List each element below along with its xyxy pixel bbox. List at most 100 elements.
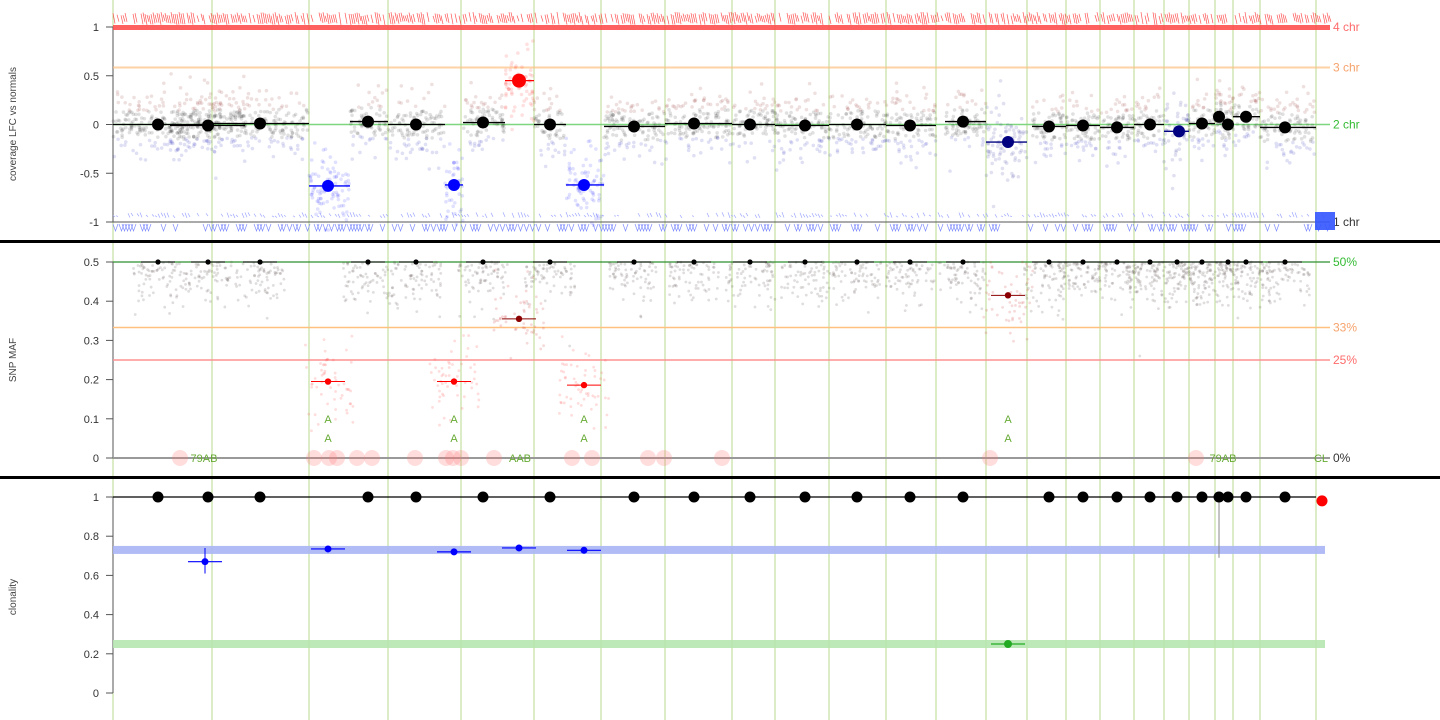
maf-point (552, 284, 556, 288)
coverage-point (915, 118, 920, 123)
deleted-mark (664, 213, 668, 218)
deleted-mark (1261, 212, 1265, 218)
coverage-point (175, 109, 180, 114)
coverage-point (218, 112, 222, 116)
coverage-point (317, 201, 322, 206)
coverage-point (531, 98, 536, 103)
coverage-point (894, 118, 899, 123)
coverage-point (249, 132, 253, 136)
coverage-point (143, 158, 148, 162)
coverage-point (432, 128, 437, 132)
amplified-mark (1030, 13, 1034, 25)
coverage-point (1280, 132, 1284, 137)
coverage-point (595, 213, 600, 218)
maf-point (646, 273, 650, 277)
maf-point (505, 263, 509, 266)
maf-point (420, 269, 424, 273)
coverage-point (864, 134, 868, 139)
deleted-mark (1042, 213, 1046, 218)
maf-point (322, 372, 326, 376)
coverage-point (650, 111, 654, 115)
deleted-arrow (265, 223, 272, 233)
coverage-point (180, 112, 185, 117)
coverage-point (295, 143, 300, 148)
maf-point (419, 272, 423, 276)
amplified-mark (1284, 15, 1288, 23)
amplified-mark (886, 12, 890, 24)
maf-point (847, 296, 850, 300)
coverage-point (770, 108, 774, 113)
coverage-point (723, 108, 728, 112)
coverage-point (1269, 121, 1274, 126)
coverage-point (457, 192, 462, 196)
coverage-point (734, 113, 738, 118)
coverage-segment-marker (322, 179, 334, 192)
coverage-point (1089, 109, 1094, 114)
coverage-point (713, 135, 718, 140)
coverage-point (358, 134, 362, 139)
maf-point (858, 269, 862, 273)
maf-point (573, 285, 576, 289)
maf-point (471, 285, 474, 289)
coverage-point (782, 128, 787, 133)
amplified-mark (836, 12, 840, 24)
coverage-point (1142, 134, 1146, 139)
coverage-point (1096, 108, 1100, 112)
maf-point (758, 293, 761, 297)
maf-point (689, 271, 693, 275)
coverage-point (504, 91, 508, 96)
maf-point (876, 278, 880, 282)
deleted-mark (940, 215, 944, 218)
amplified-mark (192, 12, 196, 23)
maf-point (459, 264, 463, 268)
deleted-mark (241, 212, 245, 219)
maf-point (828, 272, 832, 275)
coverage-point (434, 114, 439, 118)
maf-point (834, 260, 838, 264)
maf-point (415, 310, 419, 314)
coverage-point (813, 116, 818, 121)
coverage-point (1297, 129, 1301, 133)
coverage-point (123, 140, 128, 144)
coverage-point (604, 134, 608, 138)
maf-point (433, 357, 437, 361)
coverage-point (742, 134, 747, 138)
coverage-point (524, 96, 529, 101)
coverage-point (1260, 97, 1265, 102)
coverage-point (235, 128, 240, 132)
coverage-point (121, 110, 126, 114)
coverage-point (945, 127, 949, 132)
deleted-mark (592, 212, 596, 218)
coverage-point (219, 90, 224, 95)
maf-point (431, 264, 435, 268)
coverage-point (900, 107, 905, 112)
maf-point (340, 394, 344, 397)
maf-point (307, 412, 311, 416)
maf-point (442, 416, 446, 420)
amplified-mark (1022, 12, 1026, 24)
coverage-point (759, 113, 763, 117)
coverage-point (463, 98, 468, 102)
coverage-point (842, 134, 847, 139)
maf-point (438, 315, 442, 319)
coverage-point (486, 108, 491, 113)
maf-point (740, 284, 744, 288)
coverage-point (336, 193, 341, 198)
deleted-arrow (766, 223, 773, 233)
maf-point (913, 294, 916, 297)
coverage-point (714, 115, 718, 120)
coverage-point (464, 98, 468, 102)
coverage-point (424, 136, 429, 141)
coverage-point (377, 113, 382, 118)
deleted-mark (658, 212, 662, 219)
coverage-point (256, 113, 261, 118)
deleted-mark (220, 213, 224, 217)
deleted-mark (139, 212, 143, 218)
coverage-point (606, 104, 610, 109)
amplified-mark (352, 13, 356, 24)
coverage-point (716, 115, 721, 120)
deleted-arrow (796, 223, 803, 233)
coverage-point (1262, 119, 1267, 123)
amplified-mark (712, 14, 716, 25)
deleted-arrow (784, 223, 791, 233)
